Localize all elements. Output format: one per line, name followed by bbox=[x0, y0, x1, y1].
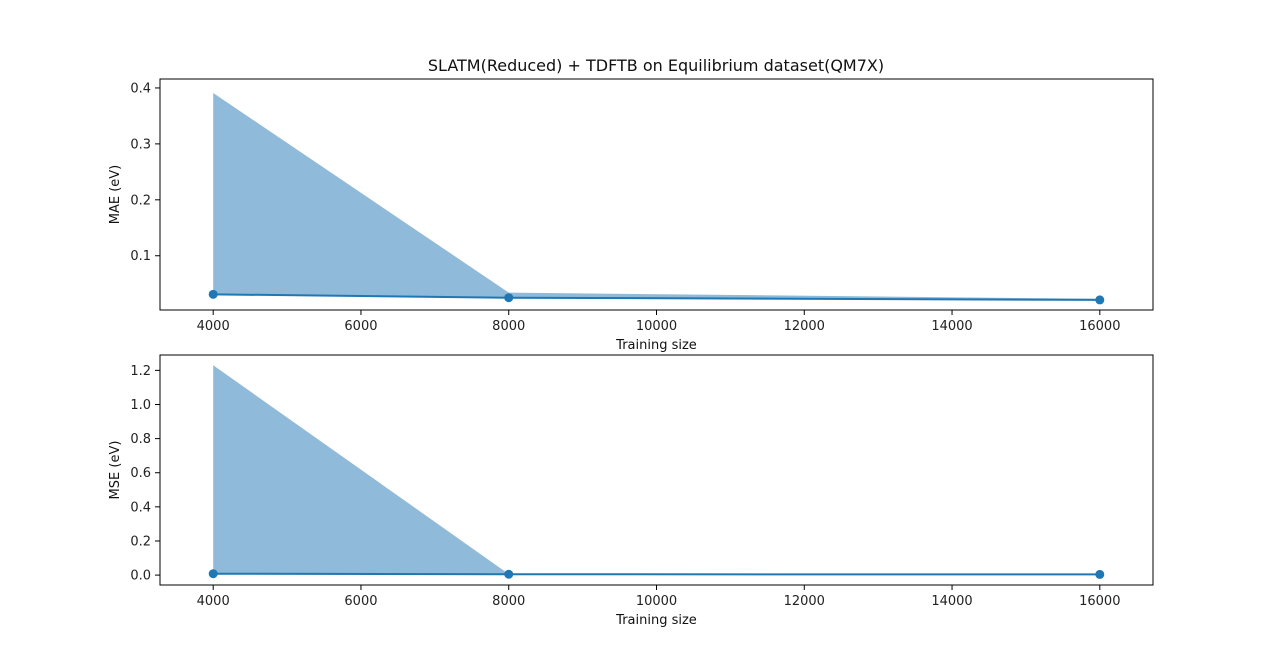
band-area-mse bbox=[213, 365, 1100, 575]
x-tick-label: 10000 bbox=[636, 594, 677, 609]
chart-title: SLATM(Reduced) + TDFTB on Equilibrium da… bbox=[428, 56, 884, 75]
x-tick-label: 10000 bbox=[636, 319, 677, 334]
y-tick-label: 0.0 bbox=[130, 569, 151, 584]
data-point-8000 bbox=[504, 293, 514, 303]
y-axis-ticks-mse: 0.0 0.2 0.4 0.6 0.8 1.0 1.2 bbox=[130, 364, 160, 584]
x-tick-label: 14000 bbox=[931, 319, 972, 334]
y-tick-label: 0.2 bbox=[130, 534, 151, 549]
x-axis-ticks-mse: 4000 6000 8000 10000 12000 14000 16000 bbox=[197, 585, 1120, 609]
band-area-mae bbox=[213, 92, 1100, 300]
x-tick-label: 16000 bbox=[1079, 319, 1120, 334]
x-tick-label: 12000 bbox=[784, 319, 825, 334]
data-points-mae bbox=[208, 289, 1105, 305]
x-axis-ticks-mae: 4000 6000 8000 10000 12000 14000 16000 bbox=[197, 310, 1120, 334]
data-point-4000 bbox=[208, 289, 218, 299]
series-line bbox=[213, 572, 1100, 576]
y-tick-label: 1.2 bbox=[130, 364, 151, 379]
x-tick-label: 6000 bbox=[344, 319, 377, 334]
x-axis-label-mae: Training size bbox=[615, 338, 697, 353]
data-points-mse bbox=[208, 569, 1105, 579]
y-tick-label: 1.0 bbox=[130, 398, 151, 413]
data-point-4000 bbox=[208, 569, 218, 579]
x-tick-label: 12000 bbox=[784, 594, 825, 609]
plot-mse: 4000 6000 8000 10000 12000 14000 16000 0.00.20… bbox=[108, 354, 1154, 628]
band-mae bbox=[213, 92, 1100, 300]
y-tick-label: 0.4 bbox=[130, 500, 151, 515]
series-line-mse bbox=[213, 572, 1100, 576]
x-tick-label: 4000 bbox=[197, 594, 230, 609]
x-tick-label: 14000 bbox=[931, 594, 972, 609]
y-tick-label: 0.3 bbox=[130, 137, 151, 152]
x-axis-label-mse: Training size bbox=[615, 613, 697, 628]
y-axis-label-mae: MAE (eV) bbox=[108, 165, 123, 225]
data-point-8000 bbox=[504, 569, 514, 579]
y-tick-label: 0.6 bbox=[130, 466, 151, 481]
y-tick-label: 0.4 bbox=[130, 81, 151, 96]
y-axis-label-mse: MSE (eV) bbox=[108, 441, 123, 500]
y-tick-label: 0.2 bbox=[130, 193, 151, 208]
y-tick-label: 0.1 bbox=[130, 249, 151, 264]
x-tick-label: 16000 bbox=[1079, 594, 1120, 609]
data-point-16000 bbox=[1095, 569, 1105, 579]
band-mse bbox=[213, 365, 1100, 575]
x-tick-label: 8000 bbox=[492, 594, 525, 609]
x-tick-label: 6000 bbox=[344, 594, 377, 609]
x-tick-label: 8000 bbox=[492, 319, 525, 334]
y-axis-ticks-mae: 0.1 0.2 0.3 0.4 bbox=[130, 81, 160, 264]
data-point-16000 bbox=[1095, 295, 1105, 305]
y-tick-label: 0.8 bbox=[130, 432, 151, 447]
x-tick-label: 4000 bbox=[197, 319, 230, 334]
plot-mae: 4000 6000 8000 10000 12000 14000 16000 0.10.20… bbox=[108, 78, 1154, 353]
